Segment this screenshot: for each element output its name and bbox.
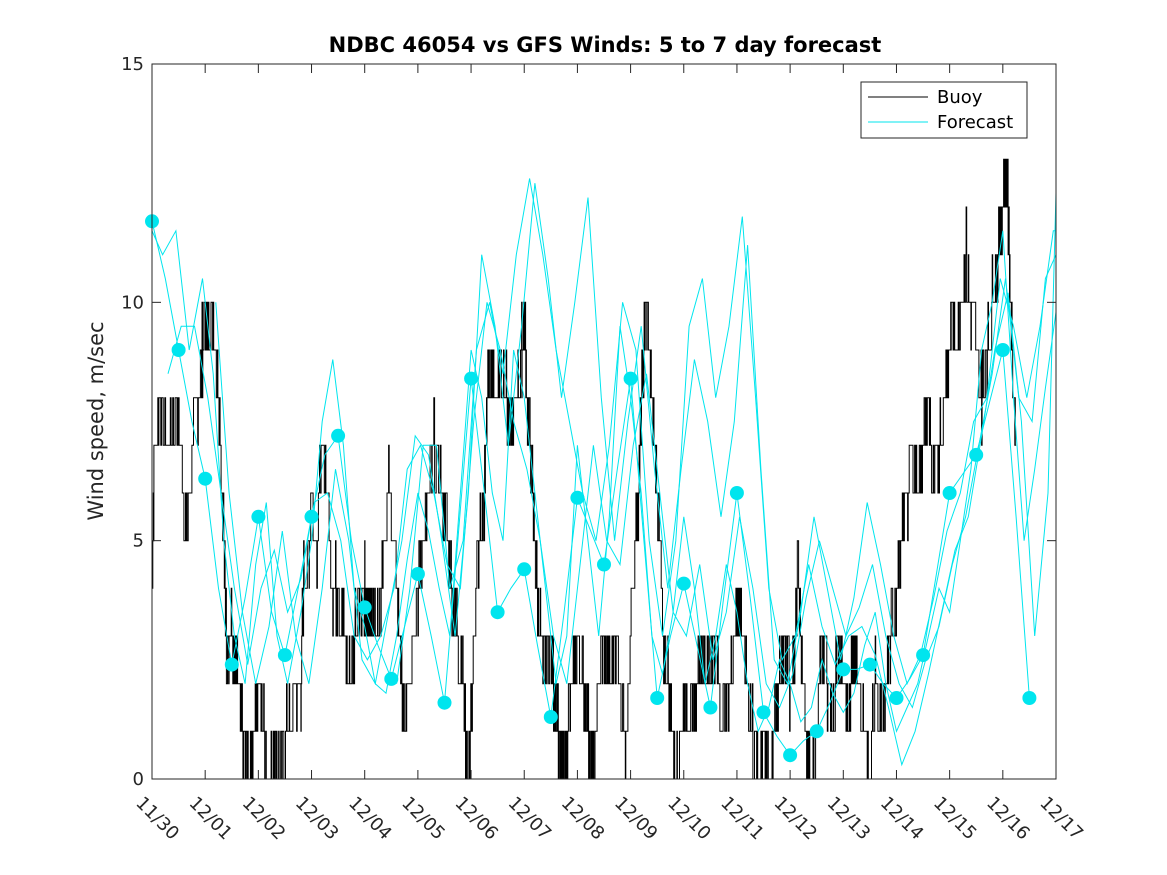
forecast-markers	[145, 214, 1037, 763]
y-tick-label: 0	[133, 769, 144, 790]
forecast-dot	[171, 343, 186, 357]
y-tick-label: 10	[121, 292, 144, 313]
forecast-dot	[650, 691, 665, 705]
forecast-dot	[517, 562, 532, 577]
x-tick-label: 12/07	[504, 793, 556, 845]
forecast-dot	[676, 576, 691, 591]
x-tick-label: 12/15	[929, 793, 981, 845]
forecast-line-2	[152, 229, 1056, 733]
forecast-line-3	[167, 254, 1056, 709]
forecast-dot	[623, 371, 638, 386]
x-axis: 11/30 12/01 12/02 12/03 12/04 12/05 12/06 12/07…	[131, 64, 1087, 844]
plot-frame	[151, 63, 1057, 780]
forecast-dot	[384, 671, 399, 686]
y-axis: 0 5 10 15	[121, 54, 1056, 790]
x-tick-label: 12/01	[185, 793, 237, 845]
forecast-dot	[969, 447, 984, 462]
forecast-dot	[1022, 691, 1037, 705]
forecast-dot	[251, 509, 266, 524]
forecast-dot	[224, 657, 239, 672]
forecast-dot	[410, 567, 425, 581]
forecast-dot	[756, 705, 771, 720]
forecast-dot	[703, 700, 718, 715]
forecast-dot	[198, 471, 213, 486]
forecast-dot	[916, 648, 931, 663]
forecast-line-5	[396, 178, 1056, 767]
legend: Buoy Forecast	[860, 81, 1028, 139]
x-tick-label: 12/05	[397, 793, 449, 845]
legend-buoy-label: Buoy	[937, 87, 983, 108]
forecast-dot	[570, 490, 585, 505]
forecast-dot	[304, 509, 319, 524]
forecast-series	[152, 178, 1056, 767]
forecast-line-1	[152, 221, 1030, 756]
x-tick-label: 12/13	[823, 793, 875, 845]
x-tick-label: 12/02	[238, 793, 290, 845]
y-axis-label: Wind speed, m/sec	[84, 321, 108, 520]
y-tick-label: 15	[121, 54, 144, 75]
legend-forecast-label: Forecast	[937, 112, 1013, 133]
forecast-dot	[809, 724, 824, 739]
x-tick-label: 12/09	[610, 793, 662, 845]
chart-title: NDBC 46054 vs GFS Winds: 5 to 7 day fore…	[329, 33, 882, 57]
forecast-dot	[277, 648, 292, 663]
forecast-dot	[729, 486, 744, 500]
forecast-dot	[597, 557, 611, 572]
forecast-line-4	[215, 183, 1056, 686]
x-tick-label: 12/08	[557, 793, 609, 845]
y-tick-label: 5	[133, 531, 144, 552]
forecast-dot	[331, 428, 346, 443]
buoy-series	[152, 158, 1017, 779]
forecast-dot	[995, 343, 1010, 357]
x-tick-label: 12/10	[663, 793, 715, 845]
x-tick-label: 12/17	[1035, 793, 1087, 845]
forecast-dot	[836, 662, 851, 677]
forecast-dot	[543, 710, 558, 724]
forecast-dot	[942, 486, 957, 500]
x-tick-label: 12/16	[982, 793, 1034, 845]
legend-box	[860, 81, 1028, 139]
forecast-dot	[783, 748, 798, 763]
x-tick-label: 12/14	[876, 793, 928, 845]
forecast-dot	[862, 657, 877, 672]
buoy-line	[152, 158, 1017, 779]
x-tick-label: 12/04	[344, 793, 396, 845]
forecast-dot	[437, 695, 452, 710]
x-tick-label: 12/06	[451, 793, 503, 845]
x-tick-label: 12/12	[770, 793, 822, 845]
x-tick-label: 12/03	[291, 793, 343, 845]
forecast-dot	[889, 691, 904, 705]
forecast-dot	[490, 605, 505, 620]
forecast-dot	[464, 371, 479, 386]
x-tick-label: 11/30	[131, 793, 183, 845]
forecast-dot	[357, 600, 372, 615]
x-tick-label: 12/11	[716, 793, 768, 845]
